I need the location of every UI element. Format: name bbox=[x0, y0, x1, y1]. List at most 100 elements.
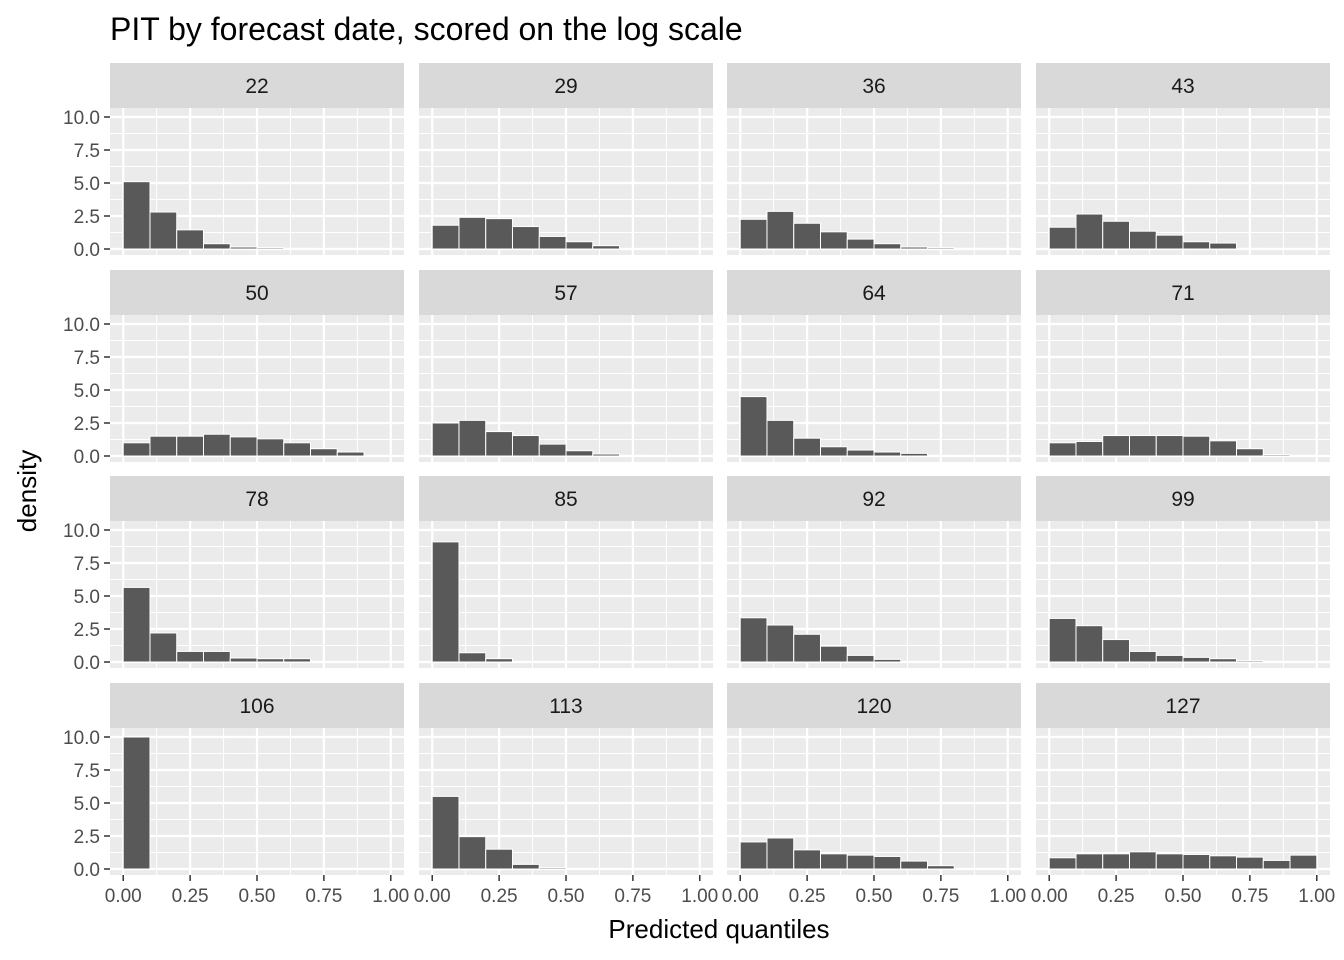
histogram-bar bbox=[1209, 242, 1238, 250]
histogram-bar bbox=[819, 231, 848, 250]
histogram-bar bbox=[229, 657, 258, 663]
histogram-bar bbox=[1075, 625, 1104, 663]
histogram-bar bbox=[1048, 442, 1077, 457]
histogram-bar bbox=[1182, 435, 1211, 457]
histogram-bar bbox=[873, 658, 902, 663]
y-axes: 0.0 2.5 5.0 7.5 10.0 0.0 2.5 5.0 7.5 10.0 0.0 2.5 5.… bbox=[63, 108, 110, 881]
facet-strip bbox=[419, 476, 713, 521]
histogram-bar bbox=[1155, 234, 1184, 250]
histogram-bar bbox=[149, 211, 178, 250]
histogram-bar bbox=[766, 210, 795, 250]
facet-panel: 50 bbox=[110, 270, 404, 462]
histogram-bar bbox=[619, 454, 647, 457]
x-tick-label: 1.00 bbox=[989, 886, 1026, 907]
histogram-bar bbox=[176, 650, 204, 663]
facet-strip-label: 50 bbox=[245, 282, 268, 305]
histogram-bar bbox=[336, 451, 365, 457]
facet-panel: 78 bbox=[110, 476, 404, 668]
histogram-bar bbox=[538, 867, 567, 870]
histogram-bar bbox=[1182, 241, 1211, 250]
y-tick-label: 5.0 bbox=[74, 794, 100, 815]
y-tick-label: 5.0 bbox=[74, 381, 100, 402]
histogram-bar bbox=[1182, 656, 1211, 663]
y-axis-title: density bbox=[12, 450, 42, 532]
histogram-bar bbox=[485, 218, 513, 250]
x-tick-label: 0.75 bbox=[305, 886, 342, 907]
x-tick-label: 0.25 bbox=[172, 886, 209, 907]
x-tick-label: 0.00 bbox=[414, 886, 451, 907]
histogram-bar bbox=[458, 419, 487, 457]
histogram-bar bbox=[431, 224, 460, 250]
facet-panel: 22 bbox=[110, 63, 404, 255]
facet-panel: 113 bbox=[419, 683, 713, 875]
histogram-bar bbox=[485, 658, 513, 663]
histogram-bar bbox=[1182, 853, 1211, 870]
facet-strip-label: 22 bbox=[245, 75, 268, 98]
x-tick-label: 1.00 bbox=[372, 886, 409, 907]
facet-panel: 57 bbox=[419, 270, 713, 462]
histogram-bar bbox=[766, 419, 795, 457]
chart-title: PIT by forecast date, scored on the log … bbox=[110, 11, 743, 47]
y-tick-label: 0.0 bbox=[74, 653, 100, 674]
facet-strip bbox=[419, 63, 713, 108]
histogram-bar bbox=[310, 448, 338, 457]
histogram-bar bbox=[739, 617, 768, 663]
y-tick-label: 2.5 bbox=[74, 207, 100, 228]
histogram-bar bbox=[1128, 650, 1157, 663]
facet-strip bbox=[110, 63, 404, 108]
x-tick-label: 0.00 bbox=[105, 886, 142, 907]
histogram-bar bbox=[565, 241, 594, 250]
y-tick-label: 10.0 bbox=[63, 315, 100, 336]
histogram-bar bbox=[1102, 435, 1130, 457]
histogram-bar bbox=[1048, 857, 1077, 870]
histogram-bar bbox=[1155, 435, 1184, 457]
histogram-bar bbox=[739, 396, 768, 457]
facet-panels: 22 29 36 43 50 57 64 71 78 85 92 99 106 113 120 127 bbox=[110, 63, 1330, 875]
y-tick-label: 5.0 bbox=[74, 174, 100, 195]
histogram-bar bbox=[953, 247, 982, 250]
histogram-bar bbox=[1262, 859, 1291, 870]
facet-panel: 64 bbox=[727, 270, 1021, 462]
histogram-bar bbox=[793, 437, 821, 457]
facet-strip-label: 57 bbox=[554, 282, 577, 305]
histogram-bar bbox=[176, 229, 204, 250]
histogram-bar bbox=[176, 435, 204, 457]
facet-strip bbox=[419, 270, 713, 315]
histogram-bar bbox=[1048, 617, 1077, 663]
facet-strip bbox=[110, 270, 404, 315]
x-tick-label: 0.25 bbox=[789, 886, 826, 907]
histogram-bar bbox=[927, 865, 955, 870]
histogram-bar bbox=[149, 632, 178, 663]
histogram-bar bbox=[511, 226, 540, 250]
histogram-bar bbox=[1289, 454, 1318, 457]
histogram-bar bbox=[1128, 230, 1157, 250]
histogram-bar bbox=[846, 238, 875, 250]
histogram-bar bbox=[873, 243, 902, 250]
histogram-bar bbox=[458, 216, 487, 250]
facet-panel: 106 bbox=[110, 683, 404, 875]
facet-strip-label: 36 bbox=[862, 75, 885, 98]
facet-strip-label: 113 bbox=[549, 695, 582, 718]
histogram-bar bbox=[846, 449, 875, 457]
histogram-bar bbox=[511, 435, 540, 457]
histogram-bar bbox=[873, 855, 902, 870]
y-tick-label: 0.0 bbox=[74, 240, 100, 261]
x-tick-label: 0.25 bbox=[481, 886, 518, 907]
histogram-bar bbox=[149, 435, 178, 457]
x-tick-label: 0.50 bbox=[239, 886, 276, 907]
histogram-bar bbox=[1236, 660, 1264, 663]
facet-strip-label: 43 bbox=[1171, 75, 1194, 98]
facet-strip bbox=[1036, 63, 1330, 108]
histogram-bar bbox=[793, 849, 821, 870]
histogram-bar bbox=[1262, 660, 1291, 663]
histogram-bar bbox=[485, 431, 513, 457]
facet-strip bbox=[110, 683, 404, 728]
histogram-bar bbox=[538, 235, 567, 250]
histogram-bar bbox=[565, 867, 594, 870]
histogram-bar bbox=[1155, 853, 1184, 870]
facet-strip-label: 71 bbox=[1171, 282, 1194, 305]
facet-strip bbox=[727, 270, 1021, 315]
histogram-bar bbox=[431, 541, 460, 663]
histogram-bar bbox=[1102, 853, 1130, 870]
